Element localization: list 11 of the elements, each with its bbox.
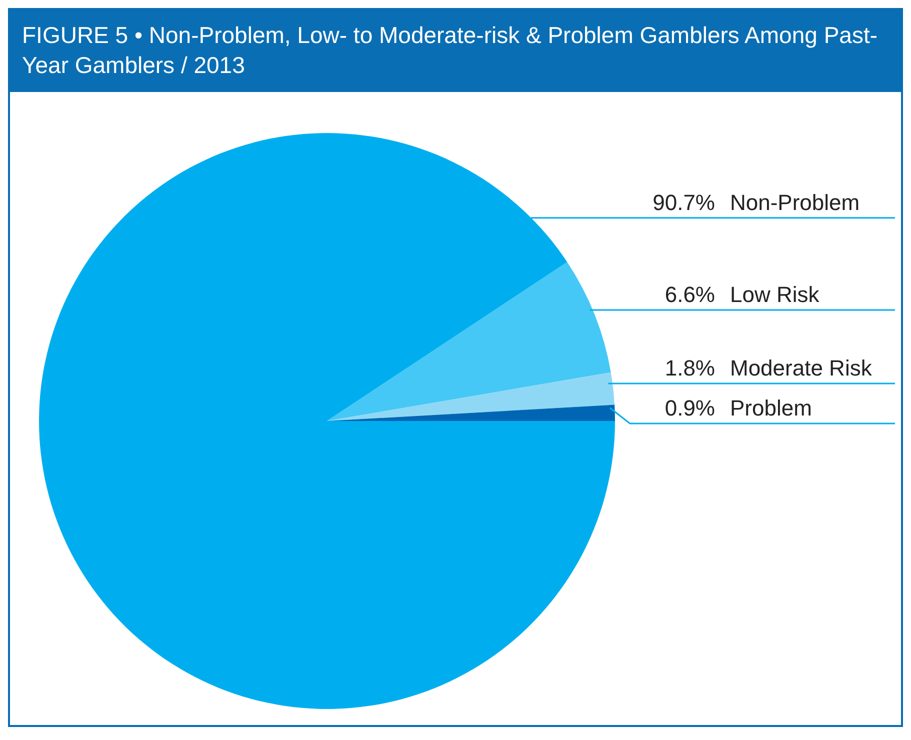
pie-slice [327,262,611,421]
data-label: 6.6% [664,282,715,307]
pie-slice [327,372,615,421]
data-label: 1.8% [664,355,715,380]
data-label: 0.9% [664,395,715,420]
slice-label: Moderate Risk [730,355,873,380]
data-label: 90.7% [652,190,715,215]
slice-label: Problem [730,395,812,420]
slice-label: Non-Problem [730,190,860,215]
slice-label: Low Risk [730,282,820,307]
chart-title: FIGURE 5 • Non-Problem, Low- to Moderate-risk & Problem Gamblers Among Past-Year Gamblers / 2013 [10,10,901,92]
